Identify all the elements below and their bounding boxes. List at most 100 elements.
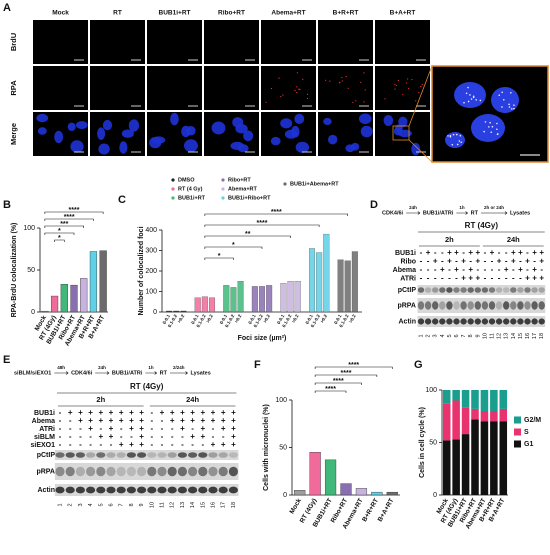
zoom-focus: [501, 106, 503, 108]
blot-band: [167, 486, 177, 494]
zoom-focus: [469, 94, 471, 96]
bar-segment: [499, 421, 508, 495]
condition-sign: +: [68, 408, 73, 417]
lane-number: 18: [539, 333, 545, 339]
lane-number: 16: [210, 502, 216, 508]
row-label: RPA: [9, 80, 18, 96]
condition-sign: -: [484, 274, 487, 283]
legend-label: BUB1i+Ribo+RT: [228, 195, 271, 201]
condition-sign: +: [109, 432, 114, 441]
bar: [208, 297, 216, 313]
blot-band: [147, 466, 157, 477]
nucleus: [327, 134, 338, 145]
x-tick-label: >0.2: [234, 313, 243, 324]
condition-sign: -: [212, 424, 215, 433]
nucleus: [237, 144, 249, 153]
bar: [251, 286, 258, 313]
condition-sign: +: [211, 416, 216, 425]
rpa-focus: [405, 82, 408, 84]
condition-sign: -: [69, 416, 72, 425]
zoom-focus: [496, 128, 498, 131]
condition-sign: -: [59, 416, 62, 425]
bar: [337, 259, 344, 313]
lane-number: 10: [482, 333, 488, 339]
legend-label: DMSO: [178, 177, 195, 183]
column-header: BUB1i+RT: [159, 10, 191, 17]
zoom-connector: [408, 65, 433, 127]
blot-band: [126, 466, 136, 477]
blot-band: [503, 318, 510, 325]
x-tick-label: >0.2: [262, 313, 271, 324]
rpa-focus: [325, 79, 327, 81]
legend-swatch: [514, 440, 521, 448]
x-tick-label: 0-0.1: [219, 313, 229, 325]
blot-band: [446, 318, 453, 325]
x-tick-label: Mock: [289, 497, 304, 515]
condition-sign: +: [490, 248, 495, 257]
blot-band: [198, 466, 208, 477]
lane-number: 5: [98, 503, 104, 506]
blot-band: [453, 287, 460, 293]
rpa-focus: [306, 93, 309, 96]
condition-sign: +: [119, 416, 124, 425]
x-tick-label: 0-0.1: [247, 313, 257, 325]
condition-sign: -: [434, 265, 437, 274]
significance-bracket: [44, 218, 94, 221]
condition-sign: +: [475, 274, 480, 283]
lane-number: 11: [159, 502, 165, 508]
scheme-time: 1h: [459, 205, 465, 210]
scheme-step: CDK4/6i: [382, 210, 404, 216]
condition-sign: -: [171, 432, 174, 441]
zoom-focus: [508, 106, 511, 108]
blot-band: [538, 318, 545, 325]
condition-sign: +: [539, 274, 544, 283]
x-tick-label: 0-0.1: [276, 313, 286, 325]
bar: [266, 285, 273, 313]
condition-sign: -: [130, 432, 133, 441]
condition-sign: +: [109, 416, 114, 425]
condition-sign: +: [231, 424, 236, 433]
blot-band: [453, 318, 460, 325]
rpa-focus: [421, 83, 423, 86]
y-tick-label: 50: [27, 267, 35, 274]
blot-band: [474, 287, 481, 293]
rpa-focus: [395, 84, 398, 87]
significance-bracket: [314, 374, 378, 377]
bar: [180, 310, 187, 313]
nucleus: [295, 141, 310, 153]
zoom-focus: [465, 92, 468, 95]
blot-band: [96, 466, 106, 477]
blot-band: [417, 301, 425, 310]
condition-sign: -: [191, 440, 194, 449]
x-tick-label: 0.1-0.2: [253, 313, 265, 328]
lane-number: 16: [525, 333, 531, 339]
nucleus: [36, 113, 49, 123]
blot-band: [218, 466, 228, 477]
condition-sign: +: [190, 408, 195, 417]
condition-label: BUB1i: [34, 410, 55, 417]
zoom-focus: [475, 99, 478, 101]
zoom-focus: [513, 104, 515, 107]
blot-band: [157, 466, 167, 477]
condition-sign: -: [512, 274, 515, 283]
condition-sign: +: [231, 416, 236, 425]
lane-number: 3: [78, 503, 84, 506]
nucleus: [54, 130, 64, 144]
zoom-focus: [490, 131, 493, 133]
bar-segment: [452, 390, 460, 401]
blot-band: [116, 452, 126, 458]
condition-sign: -: [427, 274, 430, 283]
bar: [294, 490, 306, 496]
condition-sign: -: [120, 432, 123, 441]
bar-segment: [490, 390, 498, 411]
blot-band: [116, 466, 126, 477]
rpa-focus: [296, 72, 299, 74]
condition-sign: -: [498, 265, 501, 274]
blot-band: [116, 486, 126, 494]
zoom-focus: [488, 126, 490, 128]
zoom-focus: [467, 100, 470, 103]
condition-sign: -: [89, 440, 92, 449]
rpa-focus: [407, 78, 409, 80]
nucleus: [294, 113, 305, 124]
micrograph: [375, 66, 430, 110]
